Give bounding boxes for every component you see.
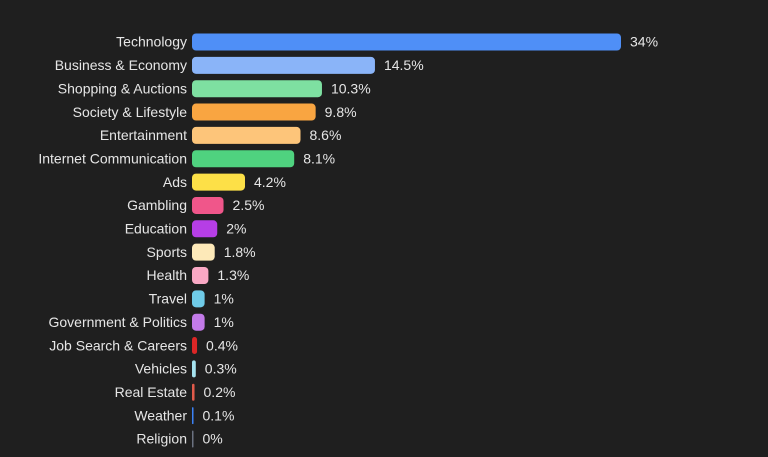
category-label: Sports xyxy=(147,244,187,260)
value-label: 2% xyxy=(226,221,246,237)
category-label: Job Search & Careers xyxy=(49,337,187,353)
value-label: 1% xyxy=(214,314,234,330)
value-label: 0.2% xyxy=(204,384,236,400)
value-label: 8.1% xyxy=(303,150,335,166)
category-label: Society & Lifestyle xyxy=(73,104,188,120)
bar xyxy=(192,103,316,121)
bar xyxy=(192,430,194,448)
category-label: Technology xyxy=(116,34,187,50)
category-label: Business & Economy xyxy=(55,57,187,73)
category-label: Vehicles xyxy=(135,361,187,377)
bar xyxy=(192,220,218,238)
bar xyxy=(192,56,375,74)
value-label: 8.6% xyxy=(310,127,342,143)
value-label: 0% xyxy=(203,431,223,447)
category-label: Religion xyxy=(136,431,187,447)
category-label: Entertainment xyxy=(100,127,187,143)
bar xyxy=(192,196,224,214)
bar xyxy=(192,126,301,144)
value-label: 1.8% xyxy=(224,244,256,260)
bar xyxy=(192,33,621,51)
category-label: Travel xyxy=(149,291,187,307)
category-label: Weather xyxy=(134,407,187,423)
bar xyxy=(192,150,295,168)
value-label: 1% xyxy=(214,291,234,307)
bar xyxy=(192,360,196,378)
category-label: Gambling xyxy=(127,197,187,213)
category-label: Shopping & Auctions xyxy=(58,80,187,96)
value-label: 10.3% xyxy=(331,80,371,96)
category-label: Government & Politics xyxy=(49,314,188,330)
category-label: Ads xyxy=(163,174,187,190)
value-label: 14.5% xyxy=(384,57,424,73)
category-label: Education xyxy=(125,221,187,237)
bar xyxy=(192,407,194,425)
bar xyxy=(192,290,205,308)
category-label: Health xyxy=(147,267,187,283)
bar xyxy=(192,80,322,98)
value-label: 2.5% xyxy=(233,197,265,213)
bar xyxy=(192,313,205,331)
value-label: 0.1% xyxy=(203,407,235,423)
value-label: 0.3% xyxy=(205,361,237,377)
category-label: Real Estate xyxy=(115,384,188,400)
value-label: 9.8% xyxy=(325,104,357,120)
bar xyxy=(192,383,195,401)
category-label: Internet Communication xyxy=(38,150,187,166)
value-label: 4.2% xyxy=(254,174,286,190)
bar xyxy=(192,337,198,355)
bar xyxy=(192,243,215,261)
bar xyxy=(192,173,245,191)
value-label: 1.3% xyxy=(217,267,249,283)
value-label: 0.4% xyxy=(206,337,238,353)
bar xyxy=(192,267,209,284)
value-label: 34% xyxy=(630,34,658,50)
